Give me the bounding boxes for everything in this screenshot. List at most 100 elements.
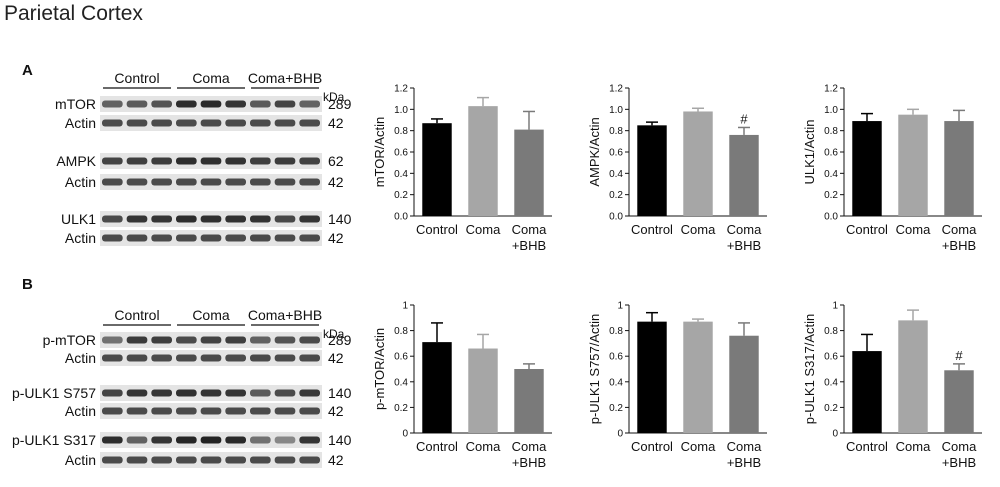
blot-band bbox=[274, 389, 296, 397]
blot-band bbox=[200, 456, 222, 464]
x-category-label: +BHB bbox=[512, 238, 546, 253]
blot-band bbox=[102, 436, 123, 444]
blot-kda-value: 42 bbox=[328, 174, 344, 190]
blot-band bbox=[250, 234, 271, 242]
blot-band bbox=[225, 436, 246, 444]
blot-group-label: Coma bbox=[192, 307, 230, 323]
blot-kda-value: 42 bbox=[328, 230, 344, 246]
bar-chart-svg: 0 0.2 0.4 0.6 0.8 1 p-ULK1 S317/Actin Control Co… bbox=[802, 301, 982, 470]
blot-band bbox=[274, 234, 296, 242]
blot-protein-label: Actin bbox=[65, 452, 96, 468]
x-category-label: Coma bbox=[942, 439, 977, 454]
bar bbox=[422, 342, 452, 433]
blot-band bbox=[250, 336, 271, 344]
blot-band bbox=[176, 389, 197, 397]
y-tick-label: 0.8 bbox=[394, 126, 408, 137]
x-category-label: +BHB bbox=[942, 238, 976, 253]
chart-ampk-actin: 0.0 0.2 0.4 0.6 0.8 1.0 1.2 AMPK/Actin Control Co… bbox=[585, 80, 775, 270]
blot-band bbox=[151, 178, 172, 186]
bar bbox=[898, 114, 928, 216]
blot-band bbox=[274, 407, 296, 415]
chart-p-ulk1-s317-actin: 0 0.2 0.4 0.6 0.8 1 p-ULK1 S317/Actin Control Co… bbox=[800, 297, 990, 487]
blot-band bbox=[126, 157, 148, 165]
y-tick-label: 1.0 bbox=[609, 105, 623, 116]
y-tick-label: 0.6 bbox=[609, 352, 623, 363]
blot-band bbox=[176, 456, 197, 464]
blot-band bbox=[102, 157, 123, 165]
y-tick-label: 1 bbox=[617, 301, 623, 312]
y-tick-label: 0.4 bbox=[394, 169, 408, 180]
kda-label: kDa bbox=[323, 327, 345, 341]
blot-band bbox=[151, 157, 172, 165]
y-axis-label: AMPK/Actin bbox=[587, 117, 602, 186]
chart-mtor-actin: 0.0 0.2 0.4 0.6 0.8 1.0 1.2 mTOR/Actin Control Co… bbox=[370, 80, 560, 270]
y-tick-label: 0.8 bbox=[394, 326, 408, 337]
blot-band bbox=[274, 215, 296, 223]
y-tick-label: 1.2 bbox=[609, 84, 623, 95]
y-tick-label: 0.2 bbox=[824, 403, 838, 414]
y-tick-label: 0.4 bbox=[394, 377, 408, 388]
significance-marker: # bbox=[955, 348, 963, 363]
x-category-label: Control bbox=[416, 439, 458, 454]
blot-band bbox=[225, 119, 246, 127]
blot-band bbox=[126, 100, 148, 108]
blot-band bbox=[274, 100, 296, 108]
x-category-label: +BHB bbox=[942, 455, 976, 470]
blot-band bbox=[200, 354, 222, 362]
y-tick-label: 0.4 bbox=[609, 377, 623, 388]
blot-protein-label: Actin bbox=[65, 115, 96, 131]
blot-band bbox=[250, 456, 271, 464]
y-tick-label: 1 bbox=[832, 301, 838, 312]
blot-kda-value: 42 bbox=[328, 115, 344, 131]
bar-chart-svg: 0.0 0.2 0.4 0.6 0.8 1.0 1.2 AMPK/Actin Control Co… bbox=[587, 84, 767, 253]
x-category-label: Coma bbox=[681, 222, 716, 237]
x-category-label: Control bbox=[631, 439, 673, 454]
bar bbox=[637, 125, 667, 216]
y-tick-label: 0.0 bbox=[394, 212, 408, 223]
blot-band bbox=[225, 407, 246, 415]
blot-band bbox=[274, 436, 296, 444]
blot-band bbox=[126, 407, 148, 415]
blot-band bbox=[102, 456, 123, 464]
x-category-label: Coma bbox=[942, 222, 977, 237]
y-tick-label: 0.6 bbox=[824, 148, 838, 159]
x-category-label: Control bbox=[416, 222, 458, 237]
blot-protein-label: ULK1 bbox=[61, 211, 96, 227]
blot-band bbox=[126, 119, 148, 127]
blot-band bbox=[176, 119, 197, 127]
y-tick-label: 0.2 bbox=[394, 403, 408, 414]
blot-protein-label: p-mTOR bbox=[43, 332, 96, 348]
blot-band bbox=[151, 354, 172, 362]
blot-band bbox=[102, 354, 123, 362]
blot-band bbox=[126, 389, 148, 397]
y-axis-label: ULK1/Actin bbox=[802, 119, 817, 184]
blot-band bbox=[151, 234, 172, 242]
y-tick-label: 0.8 bbox=[609, 126, 623, 137]
blot-kda-value: 140 bbox=[328, 211, 352, 227]
blot-band bbox=[299, 119, 320, 127]
blot-band bbox=[200, 157, 222, 165]
blot-band bbox=[225, 215, 246, 223]
blot-group-label: Coma bbox=[192, 70, 230, 86]
blot-band bbox=[200, 336, 222, 344]
y-axis-label: mTOR/Actin bbox=[372, 117, 387, 188]
blot-band bbox=[102, 336, 123, 344]
x-category-label: Coma bbox=[896, 439, 931, 454]
chart-p-ulk1-s757-actin: 0 0.2 0.4 0.6 0.8 1 p-ULK1 S757/Actin Control Co… bbox=[585, 297, 775, 487]
blot-group-label: Coma+BHB bbox=[248, 70, 322, 86]
blot-band bbox=[200, 215, 222, 223]
y-tick-label: 0.6 bbox=[824, 352, 838, 363]
significance-marker: # bbox=[740, 111, 748, 126]
bar bbox=[898, 320, 928, 433]
chart-p-mtor-actin: 0 0.2 0.4 0.6 0.8 1 p-mTOR/Actin Control Coma Com… bbox=[370, 297, 560, 487]
blot-kda-value: 42 bbox=[328, 403, 344, 419]
blot-band bbox=[176, 336, 197, 344]
blot-band bbox=[225, 336, 246, 344]
blot-band bbox=[250, 215, 271, 223]
blot-band bbox=[299, 234, 320, 242]
blot-band bbox=[299, 157, 320, 165]
blot-band bbox=[102, 100, 123, 108]
bar bbox=[683, 111, 713, 216]
